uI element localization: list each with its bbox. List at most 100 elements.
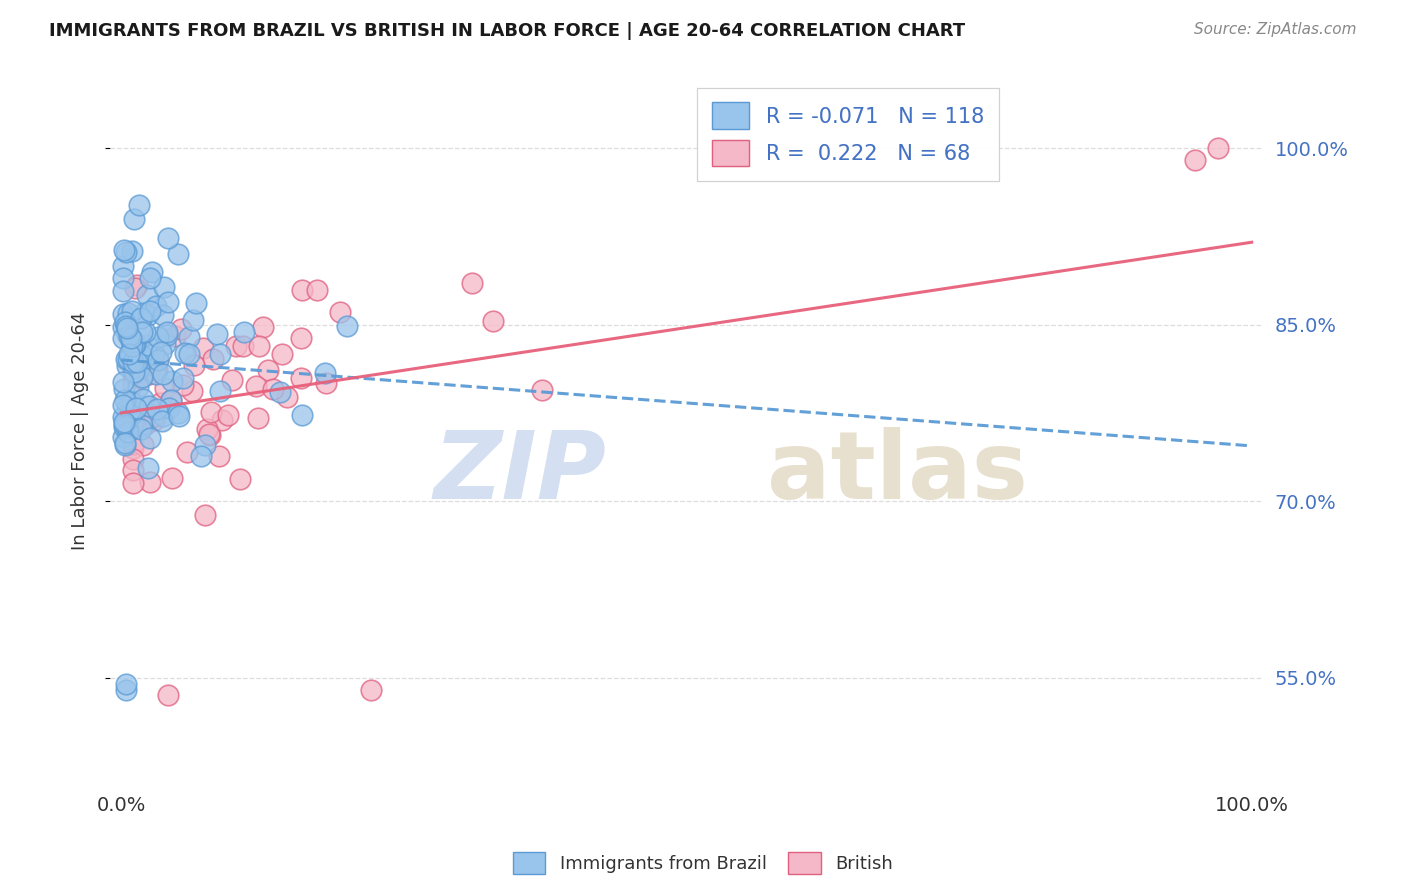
Point (115, 401, 138, 416)
Point (145, 401, 167, 416)
Point (153, 337, 176, 351)
Point (121, 339, 143, 353)
Point (270, 347, 292, 361)
Point (131, 325, 153, 339)
Point (112, 330, 135, 344)
Point (256, 363, 278, 377)
Point (124, 281, 146, 295)
Point (115, 318, 138, 333)
Point (136, 308, 159, 322)
Point (252, 319, 274, 334)
Point (460, 277, 482, 291)
Point (152, 409, 174, 424)
Point (121, 355, 143, 369)
Point (122, 338, 145, 352)
Point (115, 327, 138, 342)
Point (156, 327, 179, 342)
Point (121, 304, 143, 318)
Point (181, 384, 204, 398)
Point (145, 367, 167, 381)
Point (121, 463, 143, 477)
Point (193, 341, 215, 355)
Point (111, 285, 134, 299)
Point (121, 398, 143, 412)
Point (155, 381, 177, 395)
Point (138, 430, 160, 444)
Point (152, 308, 174, 322)
Point (305, 283, 328, 297)
Point (150, 345, 173, 359)
Point (131, 422, 153, 436)
Point (114, 244, 136, 259)
Point (291, 283, 314, 297)
Point (336, 318, 359, 333)
Point (291, 409, 314, 423)
Text: Source: ZipAtlas.com: Source: ZipAtlas.com (1194, 22, 1357, 37)
Point (111, 409, 134, 424)
Point (201, 351, 224, 366)
Point (200, 405, 222, 419)
Point (167, 247, 190, 261)
Point (120, 331, 142, 345)
Point (209, 384, 232, 398)
Point (170, 322, 193, 336)
Point (276, 390, 298, 404)
Point (186, 296, 208, 310)
Point (247, 411, 270, 425)
Point (111, 307, 134, 321)
Point (135, 417, 157, 431)
Point (117, 396, 139, 410)
Point (157, 231, 180, 245)
Point (128, 362, 150, 376)
Point (148, 330, 170, 344)
Point (121, 417, 143, 431)
Point (142, 347, 165, 361)
Point (114, 435, 136, 450)
Point (131, 370, 153, 384)
Point (120, 334, 142, 348)
Point (112, 417, 135, 432)
Point (245, 378, 267, 392)
Point (121, 334, 143, 348)
Point (115, 682, 138, 697)
Point (148, 352, 170, 367)
Point (208, 449, 231, 463)
Point (139, 304, 162, 318)
Point (163, 329, 186, 343)
Point (122, 368, 145, 382)
Point (136, 461, 159, 475)
Point (314, 366, 336, 380)
Point (121, 407, 143, 421)
Point (129, 371, 152, 385)
Point (127, 355, 149, 369)
Point (112, 420, 135, 434)
Point (290, 331, 312, 345)
Point (118, 402, 141, 417)
Point (112, 270, 135, 285)
Point (121, 452, 143, 467)
Point (115, 420, 138, 434)
Point (211, 413, 233, 427)
Point (121, 244, 143, 259)
Point (114, 392, 136, 407)
Point (146, 363, 169, 377)
Point (229, 472, 252, 486)
Point (194, 508, 217, 523)
Point (160, 392, 183, 407)
Point (142, 413, 165, 427)
Point (135, 287, 157, 301)
Point (134, 325, 156, 339)
Point (209, 347, 232, 361)
Point (127, 336, 149, 351)
Point (112, 259, 135, 273)
Point (122, 211, 145, 226)
Point (329, 305, 352, 319)
Point (112, 415, 135, 429)
Point (127, 380, 149, 394)
Point (150, 414, 173, 428)
Point (177, 347, 200, 361)
Point (121, 437, 143, 451)
Point (194, 438, 217, 452)
Point (117, 352, 139, 367)
Point (111, 430, 134, 444)
